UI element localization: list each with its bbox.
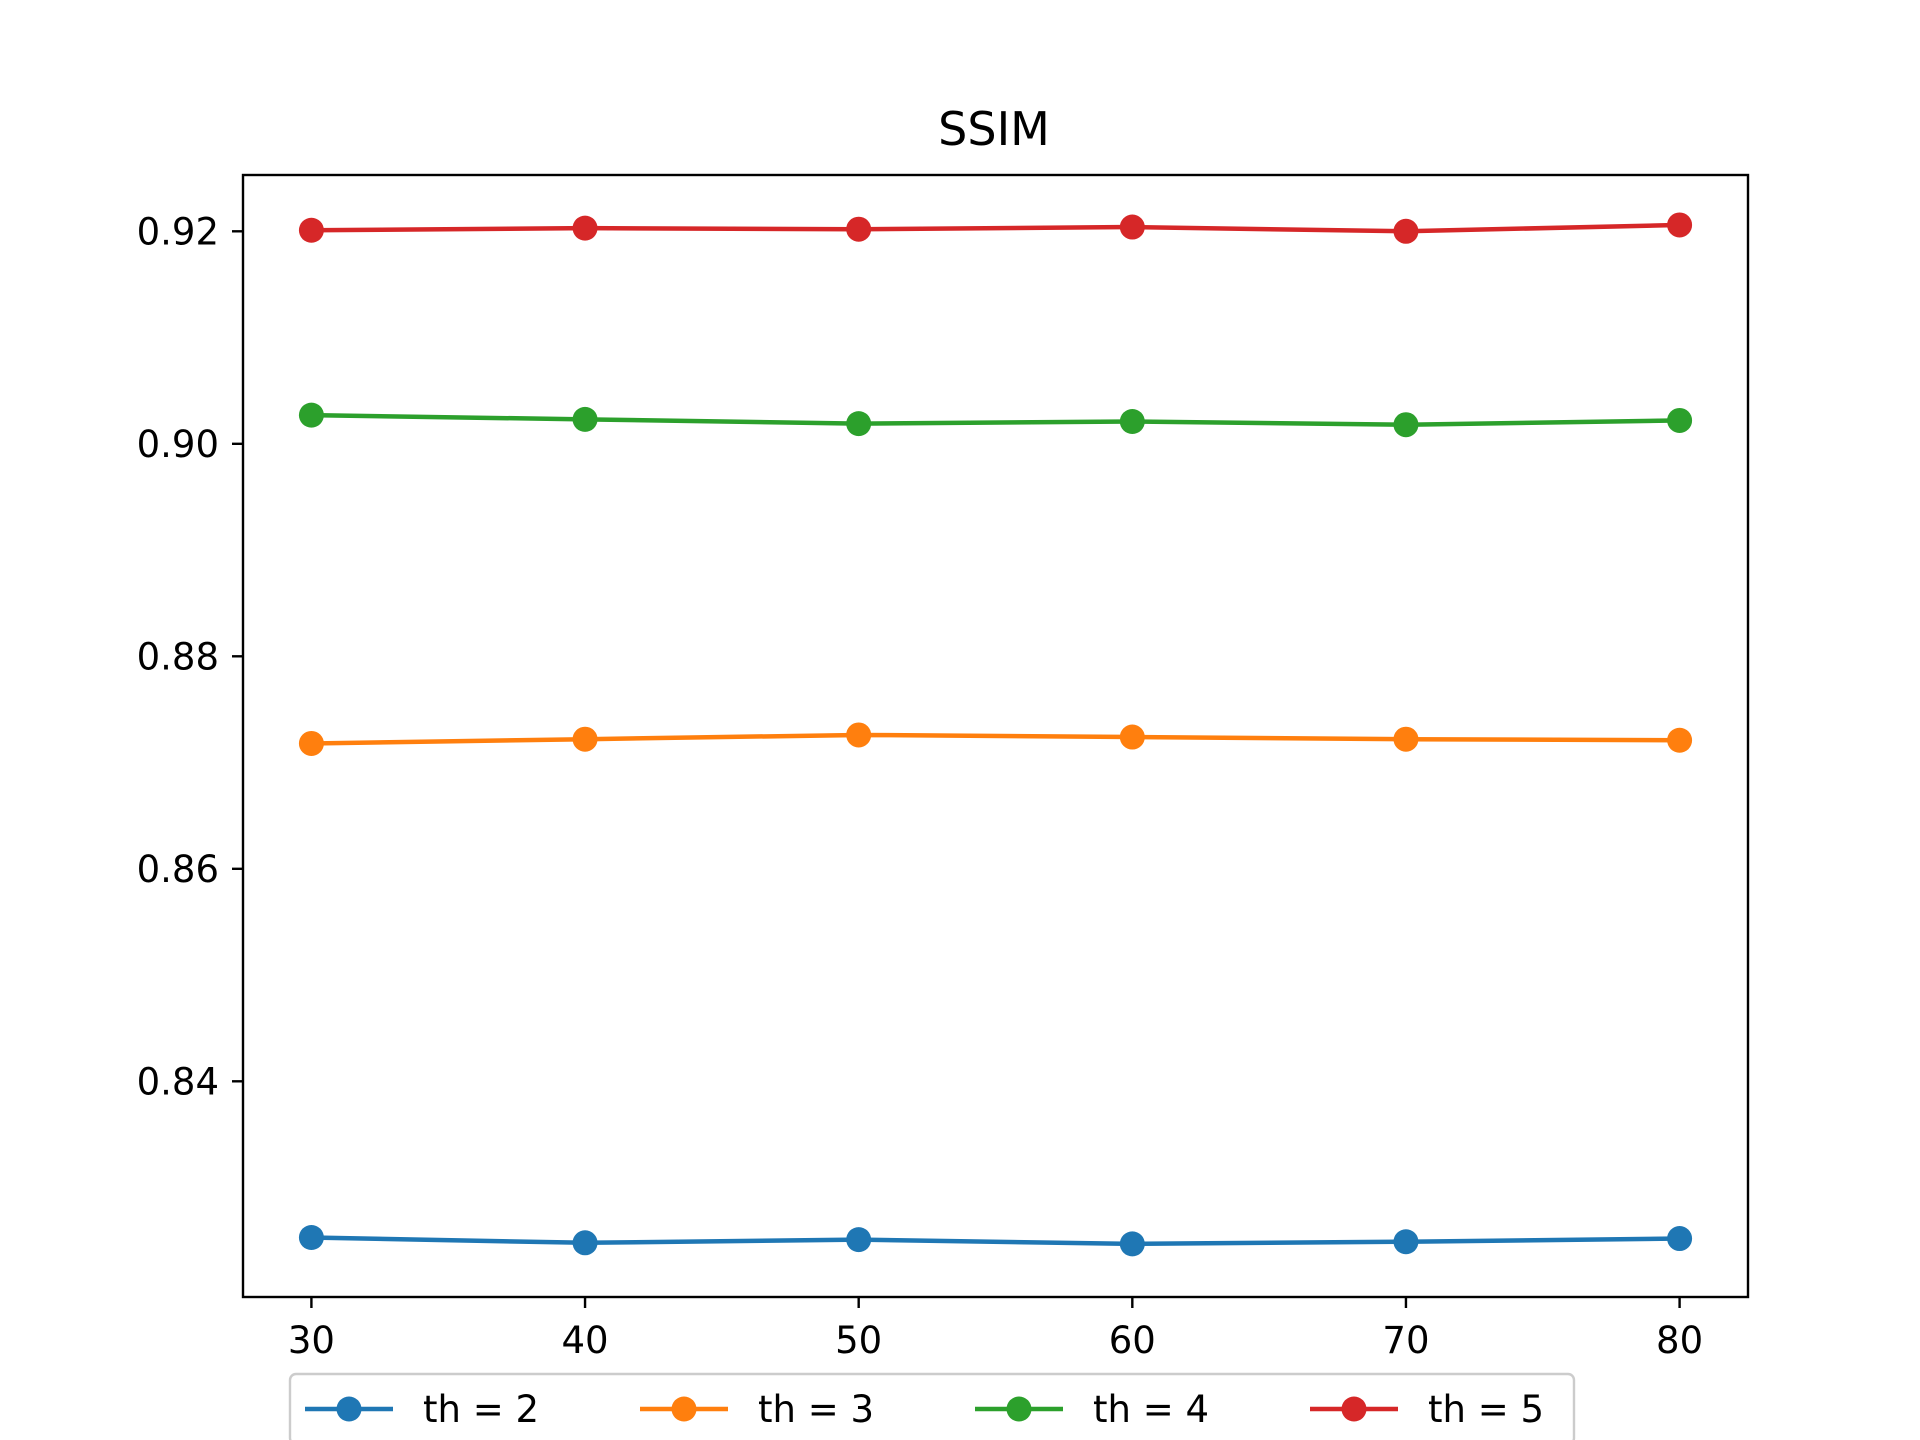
data-point (1667, 407, 1693, 433)
legend-entry: th = 4 (975, 1388, 1209, 1431)
legend-entry: th = 5 (1310, 1388, 1544, 1431)
y-tick-label: 0.84 (137, 1060, 219, 1103)
data-point (1119, 409, 1145, 434)
data-point (572, 215, 598, 241)
legend-marker (671, 1396, 697, 1422)
x-tick-label: 60 (1109, 1319, 1156, 1362)
data-point (1393, 218, 1419, 244)
data-point (298, 730, 324, 756)
legend-entry: th = 3 (640, 1388, 874, 1431)
x-tick-label: 40 (561, 1319, 608, 1362)
data-point (846, 411, 872, 437)
chart-title: SSIM (938, 102, 1050, 156)
series-layer (298, 212, 1693, 1257)
x-tick-label: 80 (1656, 1319, 1703, 1362)
data-point (1119, 1231, 1145, 1257)
y-tick-label: 0.86 (137, 848, 219, 891)
x-tick-label: 30 (288, 1319, 335, 1362)
y-tick-label: 0.90 (137, 423, 219, 466)
y-tick-label: 0.92 (137, 210, 219, 253)
data-point (298, 217, 324, 243)
x-tick-label: 70 (1382, 1319, 1429, 1362)
series-4 (298, 212, 1693, 244)
x-axis: 30 40 50 60 70 80 (288, 1297, 1703, 1362)
plot-area-frame (241, 173, 1750, 1299)
legend-label: th = 5 (1428, 1388, 1544, 1431)
legend-label: th = 4 (1093, 1388, 1209, 1431)
data-point (1667, 727, 1693, 753)
legend-frame (288, 1372, 1576, 1440)
series-line (309, 412, 1682, 427)
legend-label: th = 3 (758, 1388, 874, 1431)
legend-marker (336, 1396, 362, 1422)
series-line (309, 222, 1682, 234)
data-point (1393, 1229, 1419, 1255)
series-1 (298, 1225, 1693, 1257)
data-point (846, 216, 872, 242)
data-point (1119, 724, 1145, 750)
y-tick-label: 0.88 (137, 635, 219, 678)
data-point (572, 726, 598, 752)
series-3 (298, 402, 1693, 438)
legend-marker (1341, 1396, 1367, 1422)
data-point (298, 1225, 324, 1250)
data-point (572, 406, 598, 432)
x-tick-label: 50 (835, 1319, 882, 1362)
legend-label: th = 2 (423, 1388, 539, 1431)
series-line (309, 732, 1682, 746)
series-line (309, 1235, 1682, 1247)
data-point (1393, 726, 1419, 752)
data-point (1119, 214, 1145, 240)
series-2 (298, 722, 1693, 756)
data-point (1393, 412, 1419, 438)
legend-items: th = 2 th = 3 th = 4 th = 5 (305, 1388, 1544, 1431)
data-point (1667, 1226, 1693, 1252)
data-point (298, 402, 324, 428)
data-point (846, 722, 872, 748)
data-point (846, 1227, 872, 1253)
legend: th = 2 th = 3 th = 4 th = 5 (288, 1372, 1576, 1440)
data-point (572, 1230, 598, 1256)
legend-marker (1006, 1396, 1032, 1422)
y-axis: 0.84 0.86 0.88 0.90 0.92 (137, 210, 243, 1103)
data-point (1667, 212, 1693, 238)
legend-entry: th = 2 (305, 1388, 539, 1431)
